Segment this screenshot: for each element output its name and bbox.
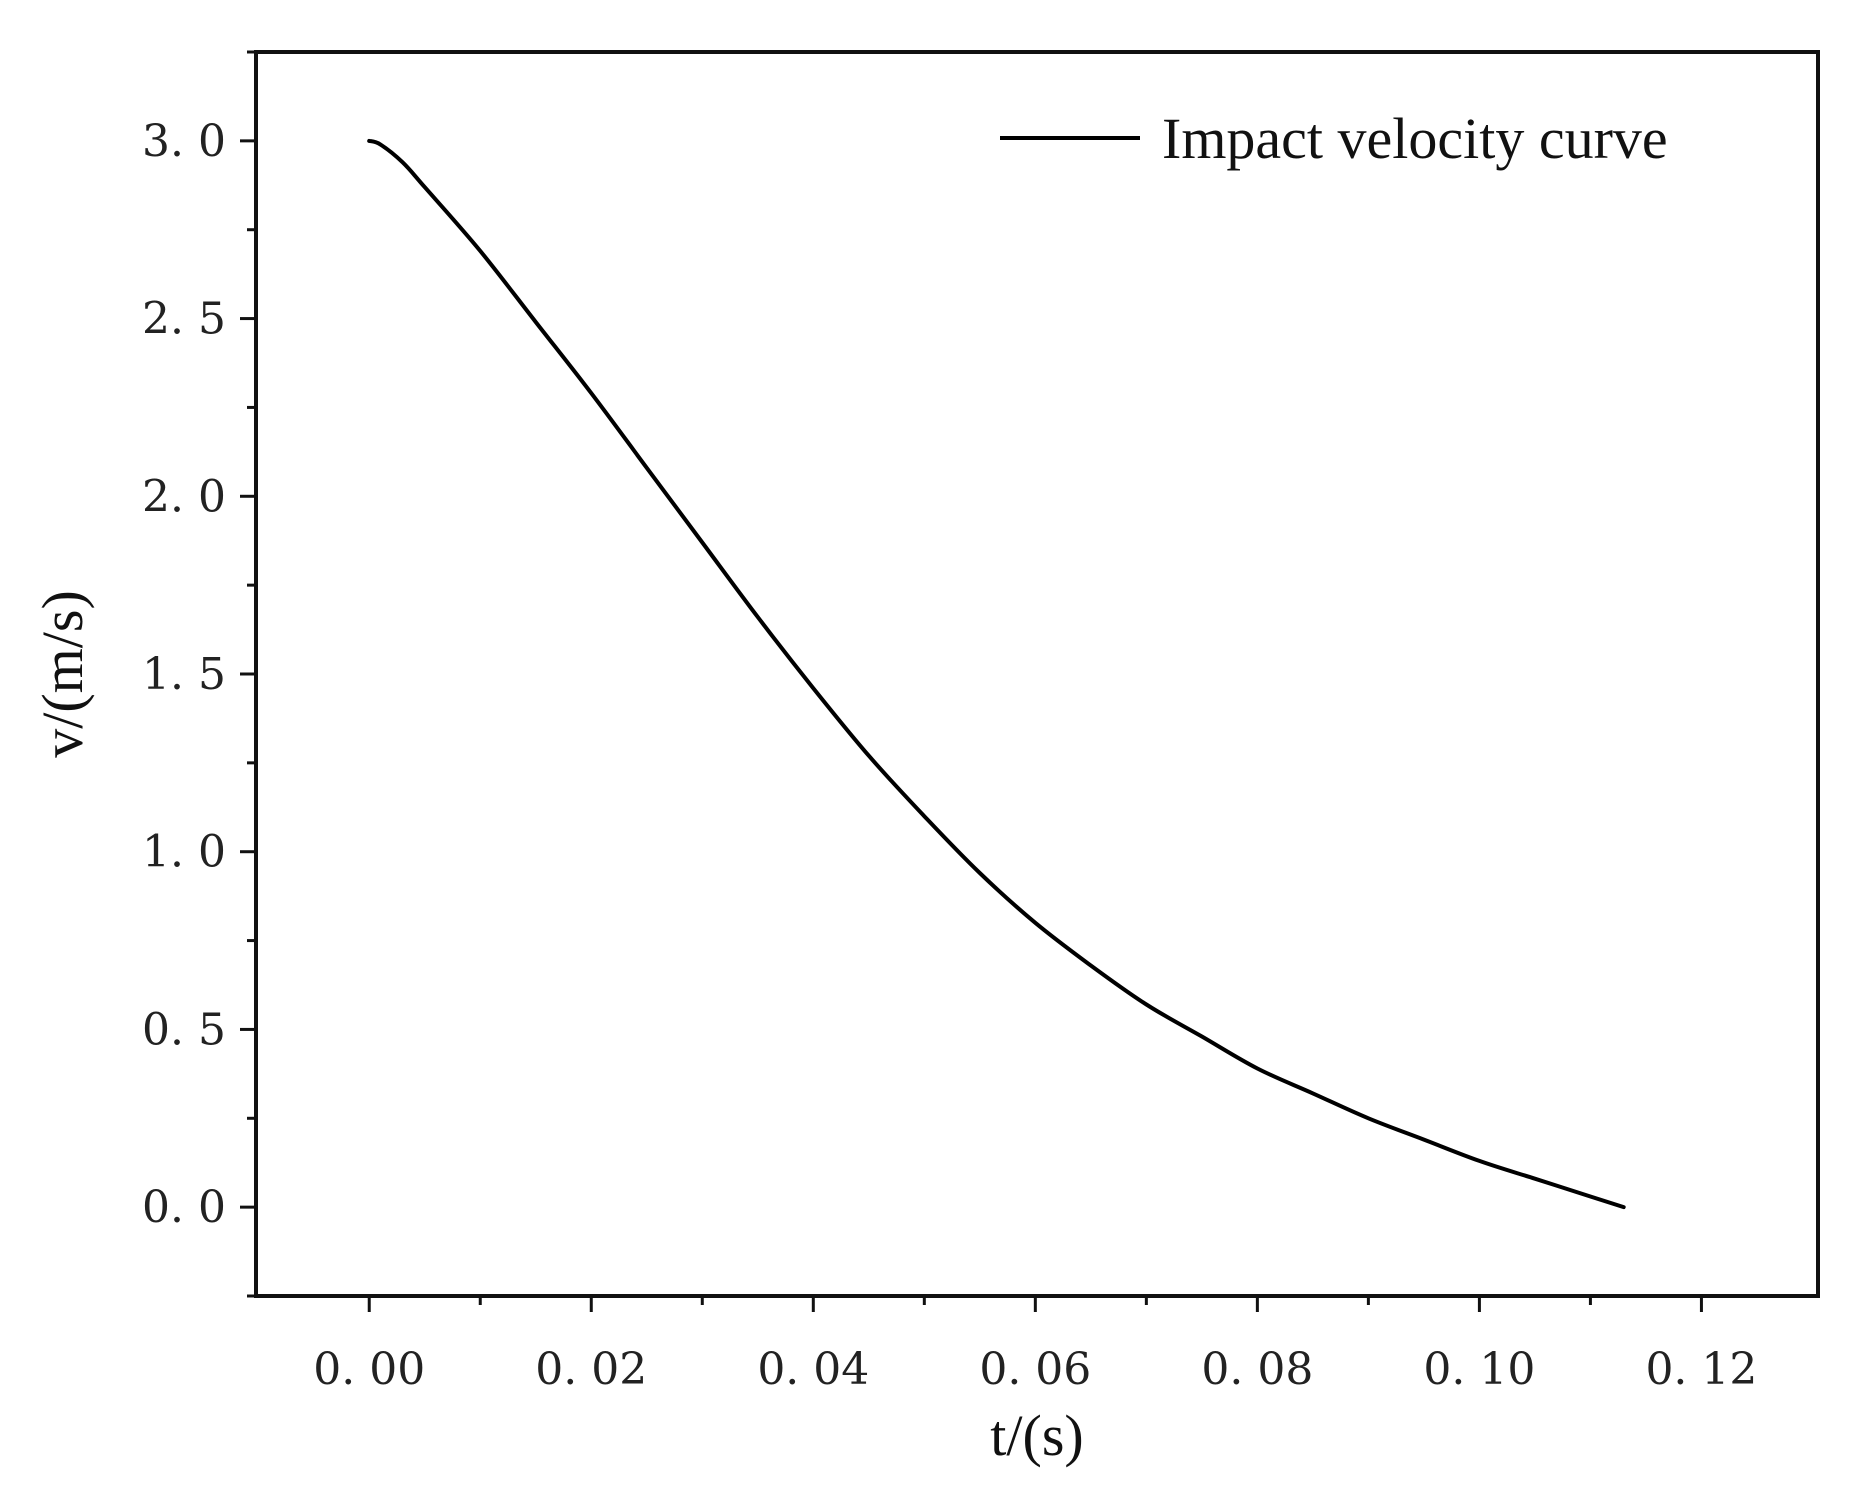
y-tick-label: 3. 0 xyxy=(142,116,226,167)
x-axis-title: t/(s) xyxy=(990,1403,1083,1468)
x-tick-label: 0. 00 xyxy=(313,1344,425,1395)
legend-label-impact-velocity: Impact velocity curve xyxy=(1162,106,1668,171)
y-tick-label: 1. 5 xyxy=(142,649,226,700)
x-tick-label: 0. 08 xyxy=(1201,1344,1313,1395)
impact-velocity-curve-line xyxy=(367,138,1626,1210)
y-tick-label: 0. 0 xyxy=(142,1182,226,1233)
legend: Impact velocity curve xyxy=(1000,106,1668,171)
axis-ticks xyxy=(240,50,1703,1312)
x-tick-label: 0. 10 xyxy=(1423,1344,1535,1395)
y-axis-title: v/(m/s) xyxy=(30,590,95,758)
x-tick-label: 0. 04 xyxy=(757,1344,869,1395)
x-tick-label: 0. 12 xyxy=(1645,1344,1757,1395)
y-tick-label: 1. 0 xyxy=(142,827,226,878)
x-tick-label: 0. 02 xyxy=(535,1344,647,1395)
y-tick-label: 0. 5 xyxy=(142,1004,226,1055)
x-tick-label: 0. 06 xyxy=(979,1344,1091,1395)
y-tick-label: 2. 0 xyxy=(142,471,226,522)
tick-labels: 0. 00 0. 02 0. 04 0. 06 0. 08 0. 10 0. 12 0. 0 0… xyxy=(142,116,1757,1395)
y-tick-label: 2. 5 xyxy=(142,294,226,345)
